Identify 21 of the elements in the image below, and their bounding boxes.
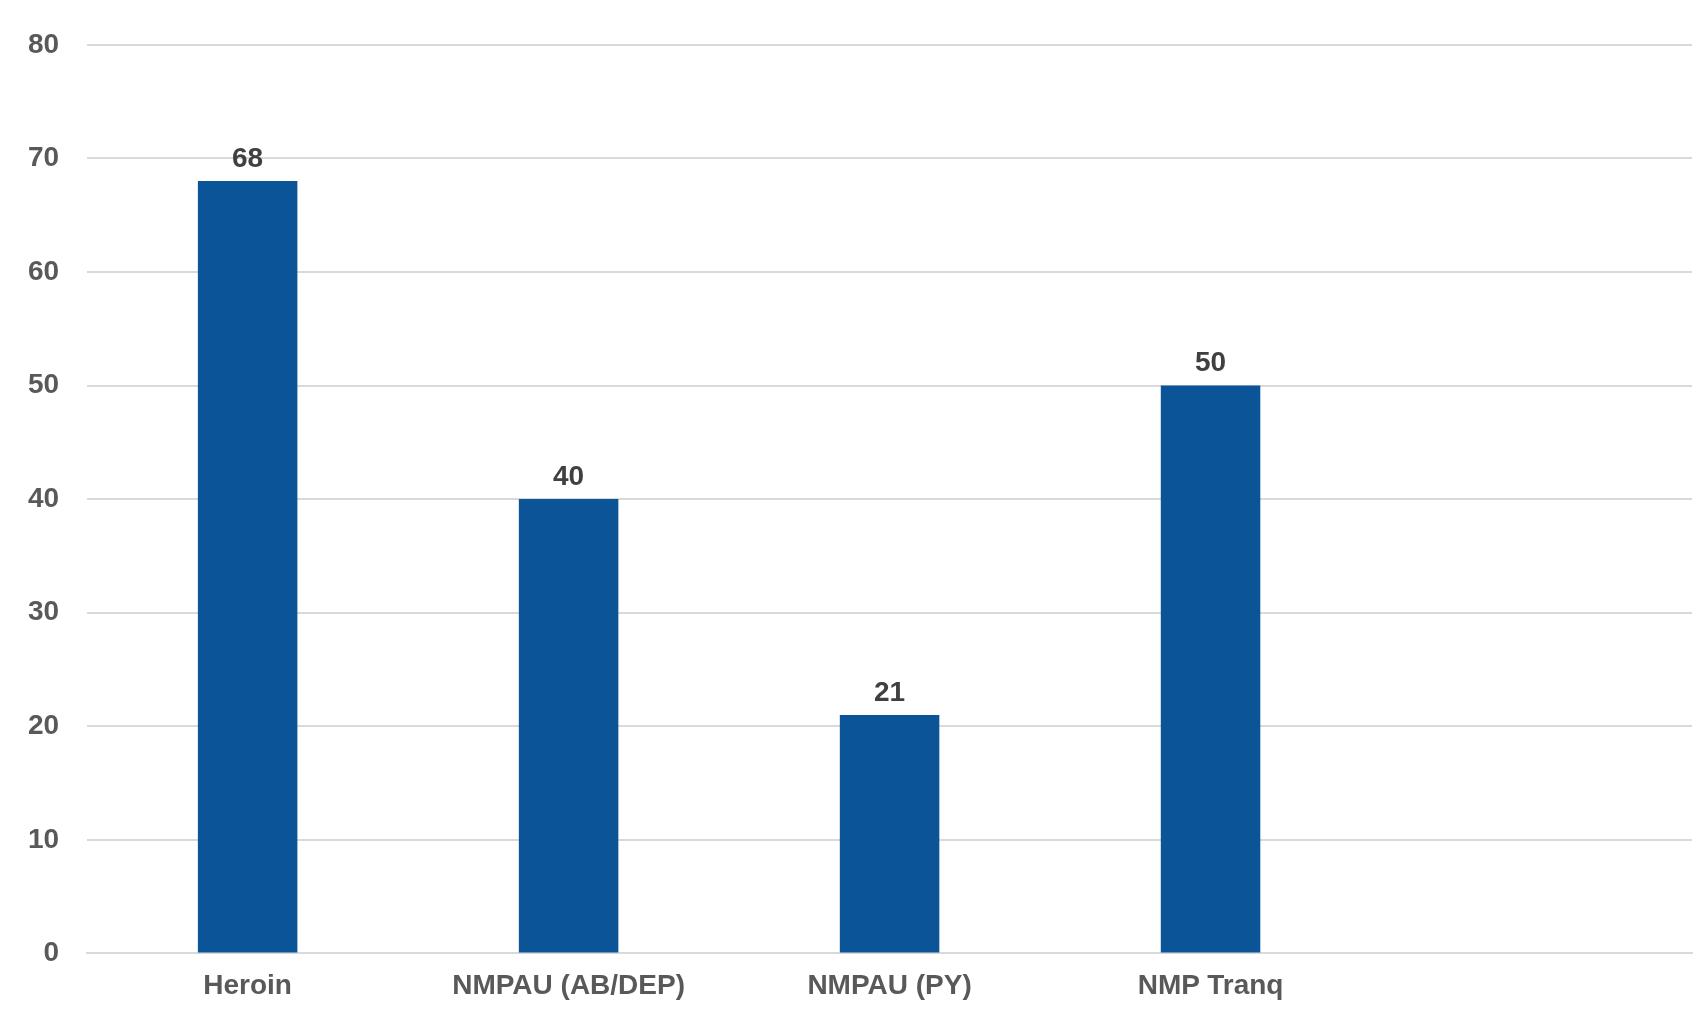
x-tick-label: NMP Tranq: [1137, 968, 1284, 1000]
data-label: 40: [553, 459, 585, 491]
data-label: 21: [873, 675, 906, 707]
y-tick-label: 80: [27, 27, 60, 59]
y-tick-label: 40: [27, 481, 60, 513]
y-tick-label: 60: [27, 254, 60, 286]
x-tick-label: Heroin: [203, 968, 292, 1000]
bar: [518, 499, 619, 953]
y-tick-label: 70: [27, 141, 60, 173]
x-tick-label: NMPAU (PY): [807, 968, 972, 1000]
x-tick-label: NMPAU (AB/DEP): [452, 968, 686, 1000]
bar: [839, 714, 940, 953]
data-label: 50: [1194, 346, 1227, 378]
y-tick-label: 30: [27, 595, 60, 627]
bar: [197, 181, 298, 953]
y-tick-label: 20: [27, 708, 60, 740]
y-tick-label: 10: [27, 822, 60, 854]
data-label: 68: [232, 141, 264, 173]
bar: [1160, 385, 1261, 953]
y-tick-label: 0: [43, 936, 60, 968]
y-tick-label: 50: [27, 368, 60, 400]
